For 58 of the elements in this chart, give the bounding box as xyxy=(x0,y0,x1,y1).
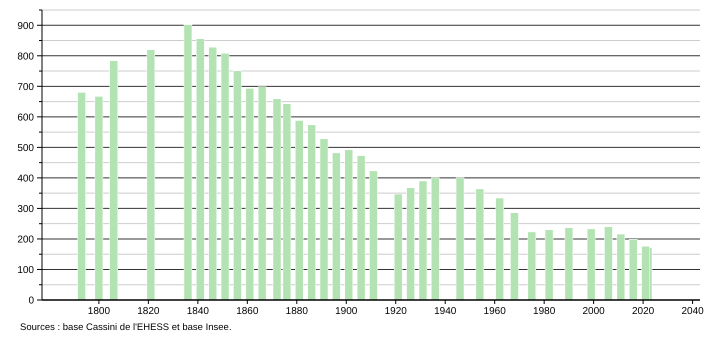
bar xyxy=(476,188,484,300)
bar xyxy=(184,24,192,300)
x-tick-label: 1940 xyxy=(434,306,457,317)
bar xyxy=(544,230,554,300)
bar xyxy=(604,226,613,300)
bar xyxy=(332,152,341,300)
x-tick-label: 1880 xyxy=(286,306,308,317)
bar xyxy=(616,234,626,300)
bar xyxy=(394,194,402,300)
bar xyxy=(307,124,316,300)
x-tick-label: 1840 xyxy=(186,306,210,317)
bar xyxy=(233,70,242,300)
y-tick-label: 100 xyxy=(17,264,34,276)
bar xyxy=(94,96,104,300)
y-tick-label: 0 xyxy=(28,296,34,306)
bar xyxy=(456,178,464,300)
bar xyxy=(258,86,266,300)
bar xyxy=(246,88,254,300)
x-tick-label: 1860 xyxy=(236,306,259,317)
y-tick-label: 300 xyxy=(17,204,34,215)
bar xyxy=(77,92,86,300)
x-tick-label: 1980 xyxy=(533,306,556,317)
bar xyxy=(406,187,415,300)
bar xyxy=(418,180,428,300)
bar xyxy=(356,155,366,300)
bar xyxy=(220,53,230,300)
x-tick-label: 1960 xyxy=(484,306,506,317)
bar xyxy=(510,212,519,300)
bar xyxy=(146,49,156,300)
bar xyxy=(628,239,638,300)
y-tick-label: 700 xyxy=(17,82,34,93)
y-tick-label: 400 xyxy=(17,173,34,184)
x-tick-label: 1800 xyxy=(88,306,110,317)
y-tick-label: 600 xyxy=(17,112,34,124)
x-tick-label: 2000 xyxy=(582,306,606,317)
y-tick-label: 500 xyxy=(17,142,34,154)
bar xyxy=(320,138,328,300)
x-tick-label: 2020 xyxy=(632,306,655,317)
x-tick-label: 1900 xyxy=(335,306,358,317)
x-tick-label: 1920 xyxy=(384,306,408,317)
source-note: Sources : base Cassini de l'EHESS et base Insee. xyxy=(20,322,232,333)
y-tick-label: 800 xyxy=(17,51,34,62)
bar xyxy=(528,232,536,300)
bar xyxy=(344,150,353,300)
y-tick-label: 900 xyxy=(17,20,34,32)
y-tick-label: 200 xyxy=(17,234,34,246)
bar xyxy=(109,60,118,300)
bar xyxy=(208,46,217,300)
x-tick-label: 2040 xyxy=(681,306,704,317)
bar xyxy=(369,170,378,300)
bar xyxy=(564,227,574,300)
bar xyxy=(295,120,304,300)
bar xyxy=(196,38,205,300)
bar xyxy=(586,228,596,300)
bar xyxy=(495,198,504,300)
x-tick-label: 1820 xyxy=(137,306,160,317)
bar xyxy=(641,246,650,300)
bar xyxy=(431,178,440,300)
